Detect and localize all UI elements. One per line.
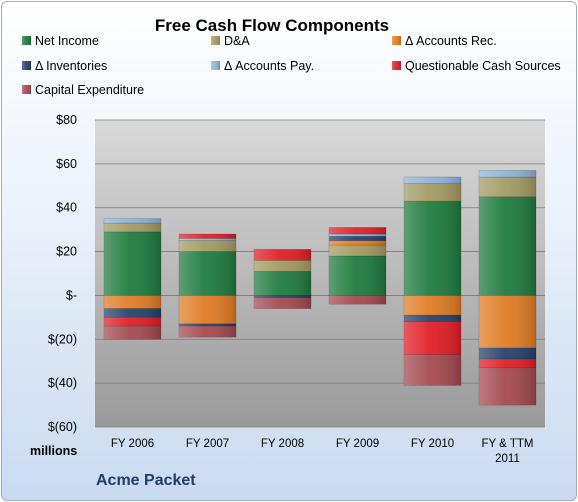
legend-label: Δ Accounts Pay. [224,59,314,73]
x-tick-label: FY & TTM 2011 [482,438,534,465]
y-tick-label: $20 [56,245,77,259]
bar-net-income-fy-2007-sheen [179,251,236,296]
bar-net-income-fy-ttm-2011-sheen [479,196,536,296]
legend-swatch-sheen [22,36,31,45]
bar-questionable-cash-sources-fy-ttm-2011-sheen [479,359,536,368]
bar-accounts-rec-fy-2007-sheen [179,295,236,324]
gridlines [95,119,545,428]
legend-label: Capital Expenditure [35,83,144,97]
bars [103,170,537,406]
bar-capital-expenditure-fy-2009-sheen [329,295,386,305]
bar-accounts-rec-fy-ttm-2011-sheen [479,295,536,349]
legend-label: Questionable Cash Sources [405,59,561,73]
bar-inventories-fy-2007-sheen [179,323,236,327]
bar-inventories-fy-2010-sheen [404,315,461,322]
bar-questionable-cash-sources-fy-2007-sheen [179,234,236,239]
bar-capital-expenditure-fy-2008-sheen [254,297,311,309]
units-label: millions [30,444,77,458]
legend-label: D&A [224,34,250,48]
x-tick-label: FY 2006 [111,438,154,450]
x-tick-label: FY 2008 [261,438,304,450]
y-tick-label: $60 [56,157,77,171]
legend: Net Income D&A Δ Accounts Rec. Δ Inventorie… [22,34,561,97]
y-axis: $80 $60 $40 $20 $- $(20) $(40) $(60) [48,113,77,434]
legend-swatch-sheen [22,85,31,94]
legend-item-questionable-cash-sources: Questionable Cash Sources [392,59,561,73]
bar-accounts-rec-fy-2006-sheen [104,295,161,309]
bar-inventories-fy-ttm-2011-sheen [479,348,536,360]
bar-accounts-rec-fy-2009-sheen [329,240,386,245]
bar-questionable-cash-sources-fy-2010-sheen [404,321,461,355]
bar-accounts-pay-fy-2007-sheen [179,238,236,241]
bar-questionable-cash-sources-fy-2006-sheen [104,317,161,327]
legend-swatch-sheen [211,61,220,70]
bar-accounts-pay-fy-2010-sheen [404,177,461,184]
x-tick-label: FY 2007 [186,438,229,450]
y-tick-label: $(20) [48,332,77,346]
bar-capital-expenditure-fy-ttm-2011-sheen [479,367,536,406]
x-tick-label: FY 2010 [411,438,454,450]
legend-swatch-sheen [22,61,31,70]
bar-net-income-fy-2006-sheen [104,231,161,296]
bar-d-a-fy-2010-sheen [404,183,461,202]
legend-item-inventories: Δ Inventories [22,59,107,73]
bar-d-a-fy-ttm-2011-sheen [479,177,536,197]
bar-capital-expenditure-fy-2010-sheen [404,354,461,386]
bar-d-a-fy-2008-sheen [254,260,311,272]
y-tick-label: $(60) [48,420,77,434]
legend-item-d-a: D&A [211,34,250,48]
bar-inventories-fy-2009-sheen [329,236,386,241]
legend-swatch-sheen [392,36,401,45]
bar-capital-expenditure-fy-2007-sheen [179,326,236,338]
bar-accounts-pay-fy-ttm-2011-sheen [479,170,536,178]
bar-inventories-fy-2006-sheen [104,308,161,318]
bar-accounts-rec-fy-2010-sheen [404,295,461,316]
legend-label: Δ Accounts Rec. [405,34,497,48]
legend-item-net-income: Net Income [22,34,99,48]
y-tick-label: $80 [56,113,77,127]
legend-swatch-sheen [392,61,401,70]
bar-questionable-cash-sources-fy-2009-sheen [329,227,386,235]
legend-item-accounts-rec: Δ Accounts Rec. [392,34,497,48]
y-tick-label: $(40) [48,376,77,390]
y-tick-label: $40 [56,201,77,215]
y-tick-label: $- [66,288,77,302]
legend-item-accounts-pay: Δ Accounts Pay. [211,59,314,73]
bar-inventories-fy-2008-sheen [254,295,311,298]
bar-d-a-fy-2009-sheen [329,244,386,256]
company-name: Acme Packet [96,472,196,489]
bar-net-income-fy-2009-sheen [329,255,386,296]
plot-area [95,120,545,427]
bar-questionable-cash-sources-fy-2008-sheen [254,249,311,261]
x-axis: FY 2006 FY 2007 FY 2008 FY 2009 FY 2010 FY & … [111,438,534,465]
bar-accounts-pay-fy-2006-sheen [104,218,161,224]
bar-capital-expenditure-fy-2006-sheen [104,326,161,340]
chart-title: Free Cash Flow Components [155,16,389,35]
bar-net-income-fy-2008-sheen [254,271,311,296]
bar-net-income-fy-2010-sheen [404,201,461,296]
legend-label: Δ Inventories [35,59,107,73]
bar-d-a-fy-2006-sheen [104,223,161,232]
x-tick-label: FY 2009 [336,438,379,450]
legend-item-capital-expenditure: Capital Expenditure [22,83,144,97]
bar-d-a-fy-2007-sheen [179,240,236,252]
bar-accounts-pay-fy-2009-sheen [329,234,386,237]
legend-swatch-sheen [211,36,220,45]
legend-label: Net Income [35,34,99,48]
